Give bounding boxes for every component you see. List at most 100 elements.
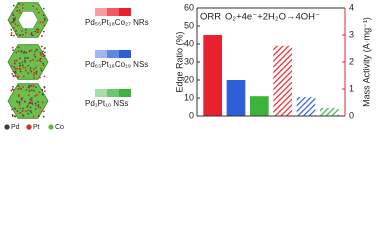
atom — [26, 105, 29, 108]
atom — [22, 66, 25, 69]
atom — [18, 34, 21, 37]
atom — [43, 51, 46, 54]
atom — [37, 104, 40, 106]
atom — [37, 115, 40, 118]
y-tick-label: 50 — [184, 20, 194, 30]
y-tick-label: 40 — [184, 38, 194, 48]
atom — [27, 112, 30, 115]
atom — [34, 30, 37, 33]
atom — [21, 61, 24, 64]
atom — [35, 8, 38, 11]
atom — [15, 51, 18, 54]
atom — [18, 101, 21, 103]
atom — [39, 59, 41, 61]
atom — [31, 99, 33, 102]
atom — [32, 85, 35, 88]
atom — [17, 85, 20, 87]
atom — [41, 101, 44, 104]
atom — [16, 100, 18, 103]
atom — [37, 31, 40, 33]
atom — [29, 106, 32, 109]
atom — [16, 76, 19, 78]
y2-tick-label: 1 — [349, 83, 354, 93]
atom — [12, 70, 15, 73]
y-axis-title: Edge Ratio (%) — [174, 31, 184, 92]
atom — [11, 113, 14, 116]
atom — [18, 104, 21, 106]
atom — [23, 100, 26, 103]
atom — [31, 102, 33, 104]
atom — [30, 33, 33, 36]
atom — [10, 34, 13, 37]
atom — [30, 97, 33, 99]
atom — [28, 84, 31, 87]
figure: Pd₅₅Pt₁₈Co₂₇ NRs Pd₆₃Pt₁₈Co₁₉ NSs Pd₁Pt₁₀ … — [4, 2, 371, 131]
atom — [42, 55, 45, 58]
atom — [33, 89, 36, 92]
atom — [19, 107, 22, 110]
atom — [18, 3, 21, 5]
atom — [15, 33, 18, 36]
atom — [27, 104, 30, 107]
atom — [24, 66, 27, 69]
atom — [30, 32, 33, 34]
atom — [21, 7, 24, 9]
atom — [17, 24, 19, 27]
atom — [43, 75, 46, 78]
element-dot — [48, 124, 54, 130]
element-dot — [26, 124, 32, 130]
atom — [13, 107, 16, 110]
atom — [33, 71, 36, 74]
bar — [273, 45, 292, 116]
bar — [203, 35, 222, 116]
atom — [27, 109, 30, 112]
atom — [36, 28, 38, 31]
atom — [21, 64, 24, 67]
atom — [18, 93, 20, 96]
atom — [10, 21, 13, 24]
atom — [39, 106, 42, 109]
atom — [27, 64, 30, 67]
atom — [22, 107, 25, 110]
y2-tick-label: 4 — [349, 2, 354, 12]
atom — [39, 21, 42, 24]
atom — [12, 14, 15, 17]
atom — [14, 70, 17, 73]
atom — [22, 86, 24, 88]
atom — [34, 95, 36, 97]
atom — [15, 59, 18, 62]
atom — [27, 72, 30, 75]
atom — [23, 50, 26, 53]
atom — [14, 75, 17, 77]
atom — [34, 102, 37, 105]
element-label: Pd — [11, 124, 20, 131]
legend-swatch — [119, 8, 131, 16]
atom — [43, 86, 46, 89]
atom — [22, 75, 25, 78]
atom — [13, 60, 16, 62]
legend-swatch — [119, 50, 131, 58]
atom — [21, 110, 24, 112]
atom — [11, 73, 14, 75]
atom — [10, 89, 13, 92]
atom — [30, 85, 33, 88]
legend-swatch — [95, 89, 107, 97]
atom — [32, 58, 34, 61]
y2-tick-label: 0 — [349, 110, 354, 120]
atom — [39, 57, 42, 60]
atom — [32, 68, 35, 71]
atom — [13, 27, 15, 29]
atom — [18, 62, 21, 65]
atom — [32, 115, 35, 118]
cavity — [17, 11, 39, 29]
atom — [11, 108, 13, 111]
bar — [250, 96, 269, 116]
atom — [13, 34, 15, 37]
atom — [21, 3, 24, 6]
legend-label: Pd₁Pt₁₀ NSs — [85, 99, 128, 108]
legend-swatch — [107, 50, 119, 58]
atom — [43, 90, 46, 93]
atom — [28, 50, 31, 52]
atom — [42, 14, 45, 17]
atom — [34, 56, 37, 58]
